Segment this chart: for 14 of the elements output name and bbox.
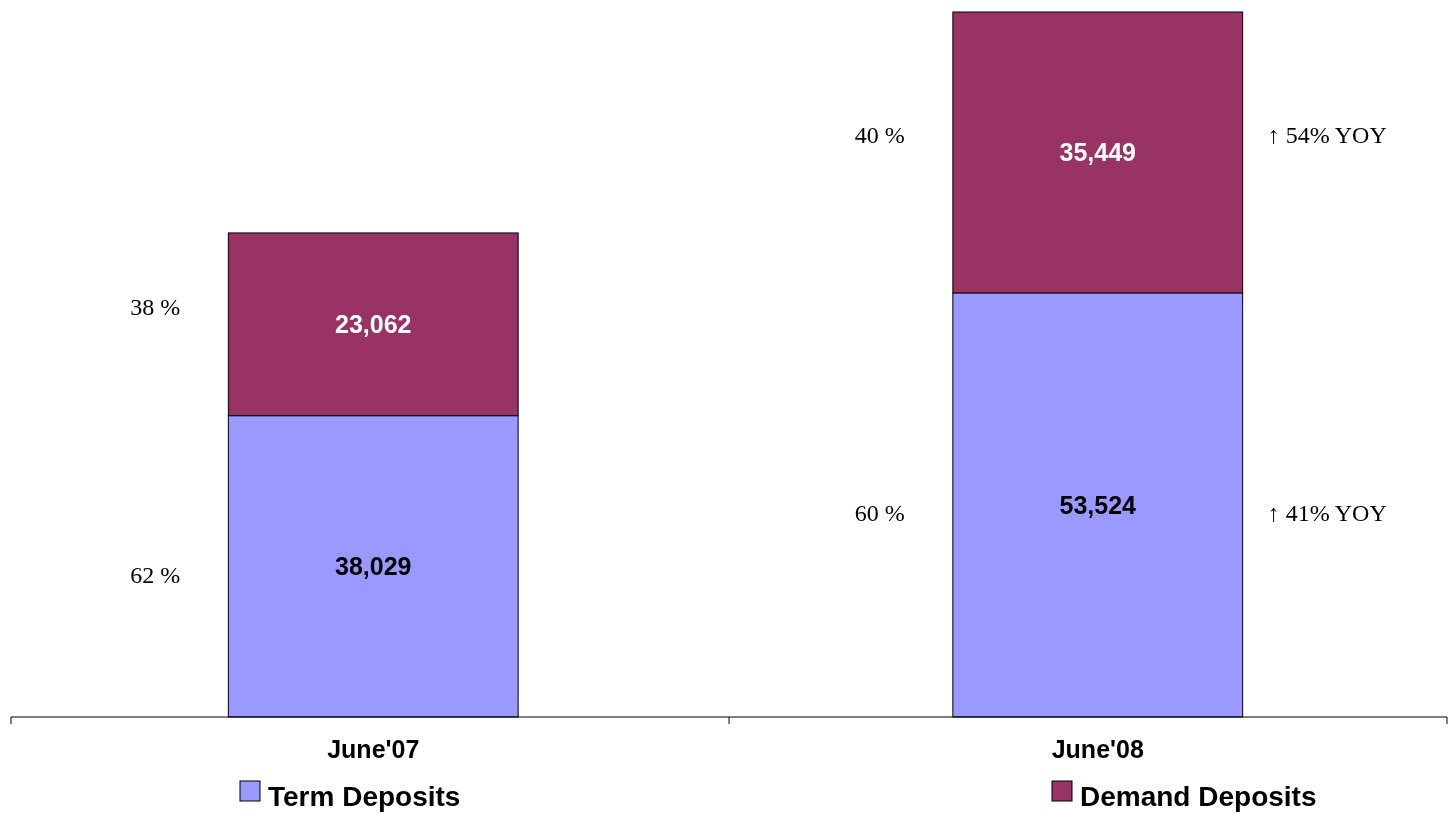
legend-label: Term Deposits <box>268 781 461 813</box>
annotation: ↑ 41% YOY <box>1267 500 1387 527</box>
annotation: 62 % <box>130 561 181 588</box>
x-tick-label: June'07 <box>327 735 420 763</box>
annotation: 40 % <box>854 121 905 148</box>
annotation: 60 % <box>854 500 905 527</box>
data-label: 35,449 <box>1059 138 1136 167</box>
data-label: 23,062 <box>335 310 412 339</box>
annotation: ↑ 54% YOY <box>1267 121 1387 148</box>
data-label: 53,524 <box>1059 490 1137 519</box>
x-tick-label: June'08 <box>1051 735 1144 763</box>
data-label: 38,029 <box>335 552 412 581</box>
annotation: 38 % <box>130 293 181 320</box>
legend-label: Demand Deposits <box>1080 781 1317 813</box>
